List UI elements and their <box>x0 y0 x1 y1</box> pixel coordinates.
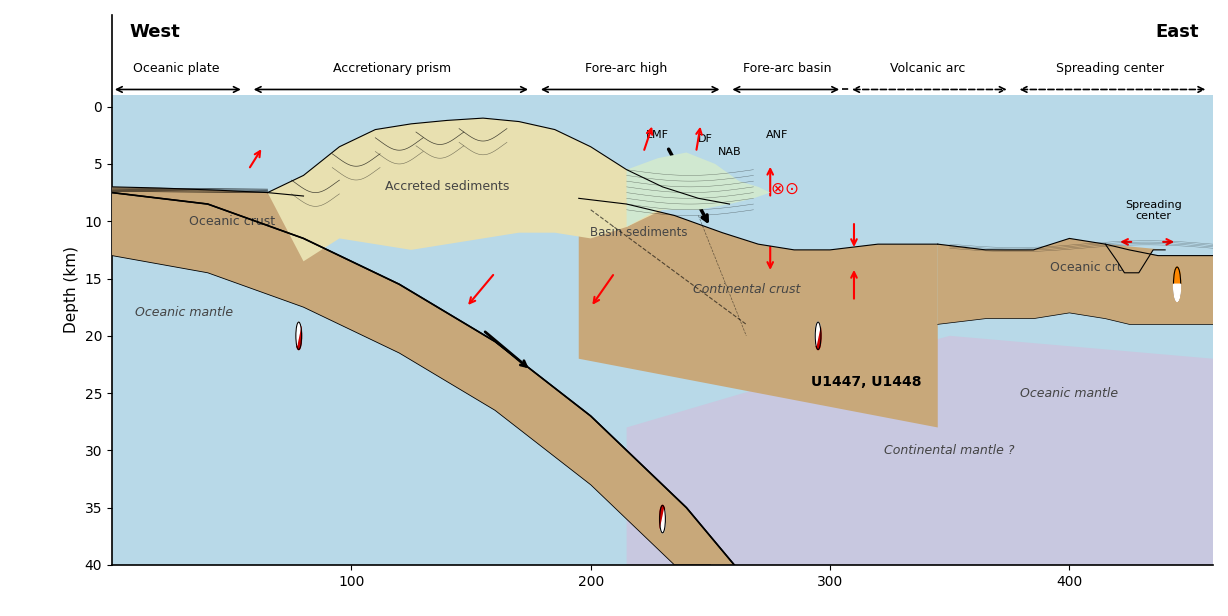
Polygon shape <box>268 118 729 261</box>
Text: Basin sediments: Basin sediments <box>589 226 688 239</box>
Text: West: West <box>130 23 181 41</box>
Text: ⊙: ⊙ <box>785 180 798 198</box>
Y-axis label: Depth (km): Depth (km) <box>64 246 79 333</box>
Text: Oceanic crust: Oceanic crust <box>1050 261 1136 274</box>
Polygon shape <box>112 193 734 565</box>
Text: Spreading center: Spreading center <box>1056 62 1164 75</box>
Text: Oceanic mantle: Oceanic mantle <box>135 306 233 319</box>
Text: Accreted sediments: Accreted sediments <box>384 180 510 193</box>
Text: NAB: NAB <box>717 147 742 158</box>
Wedge shape <box>817 326 822 349</box>
Text: Fore-arc basin: Fore-arc basin <box>743 62 831 75</box>
Polygon shape <box>626 336 1213 565</box>
Circle shape <box>1174 267 1180 301</box>
Polygon shape <box>112 95 1213 565</box>
Polygon shape <box>626 153 770 227</box>
Text: EMF: EMF <box>646 131 669 140</box>
Text: ⊗: ⊗ <box>770 180 785 198</box>
Wedge shape <box>659 505 664 529</box>
Text: Fore-arc high: Fore-arc high <box>586 62 668 75</box>
Text: U1447, U1448: U1447, U1448 <box>810 375 921 389</box>
Polygon shape <box>1105 244 1165 273</box>
Text: Oceanic mantle: Oceanic mantle <box>1020 387 1119 400</box>
Wedge shape <box>661 509 666 533</box>
Polygon shape <box>578 198 938 428</box>
Text: Spreading
center: Spreading center <box>1125 200 1181 221</box>
Text: Oceanic plate: Oceanic plate <box>134 62 220 75</box>
Text: Continental mantle ?: Continental mantle ? <box>884 444 1016 457</box>
Wedge shape <box>815 322 820 346</box>
Wedge shape <box>296 322 301 346</box>
Polygon shape <box>112 187 303 261</box>
Text: Oceanic crust: Oceanic crust <box>189 215 275 228</box>
Text: East: East <box>1156 23 1199 41</box>
Text: Volcanic arc: Volcanic arc <box>890 62 966 75</box>
Text: ANF: ANF <box>766 131 788 140</box>
Wedge shape <box>1174 284 1180 301</box>
Text: Accretionary prism: Accretionary prism <box>333 62 451 75</box>
Text: DF: DF <box>699 134 713 144</box>
Polygon shape <box>938 238 1213 325</box>
Text: Continental crust: Continental crust <box>693 283 799 296</box>
Wedge shape <box>297 326 302 349</box>
